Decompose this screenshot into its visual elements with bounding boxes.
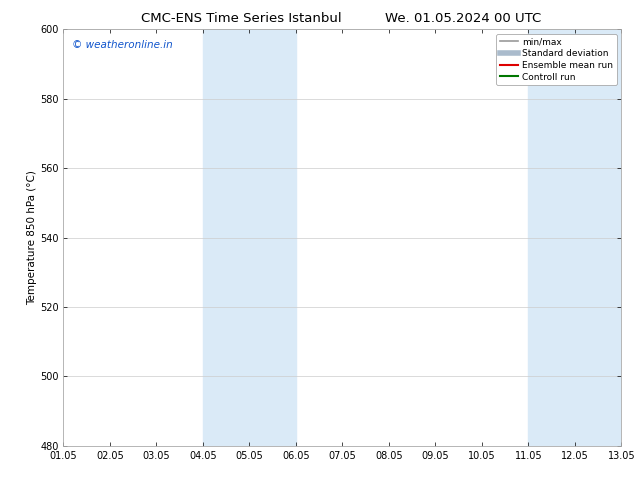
Bar	[203, 29, 296, 446]
Legend: min/max, Standard deviation, Ensemble mean run, Controll run: min/max, Standard deviation, Ensemble me…	[496, 34, 617, 85]
Bar	[528, 29, 621, 446]
Y-axis label: Temperature 850 hPa (°C): Temperature 850 hPa (°C)	[27, 170, 37, 305]
Text: CMC-ENS Time Series Istanbul: CMC-ENS Time Series Istanbul	[141, 12, 341, 25]
Text: We. 01.05.2024 00 UTC: We. 01.05.2024 00 UTC	[385, 12, 541, 25]
Text: © weatheronline.in: © weatheronline.in	[72, 40, 172, 50]
